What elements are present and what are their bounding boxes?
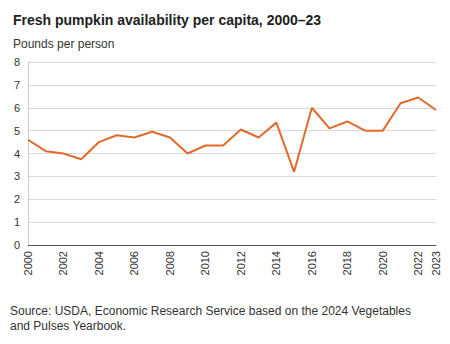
svg-text:5: 5 bbox=[14, 125, 20, 137]
svg-text:2008: 2008 bbox=[164, 251, 176, 275]
svg-text:2022: 2022 bbox=[412, 251, 424, 275]
svg-text:2018: 2018 bbox=[341, 251, 353, 275]
svg-text:and Pulses Yearbook.: and Pulses Yearbook. bbox=[10, 319, 126, 333]
svg-text:Source: USDA, Economic Researc: Source: USDA, Economic Research Service … bbox=[10, 304, 414, 318]
svg-text:7: 7 bbox=[14, 79, 20, 91]
svg-text:Pounds per person: Pounds per person bbox=[13, 37, 114, 51]
svg-text:2004: 2004 bbox=[93, 251, 105, 275]
svg-text:2: 2 bbox=[14, 193, 20, 205]
svg-text:2020: 2020 bbox=[377, 251, 389, 275]
svg-text:2014: 2014 bbox=[270, 251, 282, 275]
svg-text:2006: 2006 bbox=[128, 251, 140, 275]
svg-text:2012: 2012 bbox=[235, 251, 247, 275]
svg-text:4: 4 bbox=[14, 148, 20, 160]
svg-text:2000: 2000 bbox=[22, 251, 34, 275]
svg-text:2010: 2010 bbox=[199, 251, 211, 275]
svg-text:0: 0 bbox=[14, 239, 20, 251]
svg-text:2016: 2016 bbox=[306, 251, 318, 275]
svg-text:6: 6 bbox=[14, 102, 20, 114]
svg-text:Fresh pumpkin availability per: Fresh pumpkin availability per capita, 2… bbox=[13, 12, 321, 28]
svg-text:1: 1 bbox=[14, 216, 20, 228]
svg-text:2023: 2023 bbox=[430, 251, 442, 275]
svg-text:3: 3 bbox=[14, 170, 20, 182]
svg-text:8: 8 bbox=[14, 56, 20, 68]
svg-text:2002: 2002 bbox=[57, 251, 69, 275]
